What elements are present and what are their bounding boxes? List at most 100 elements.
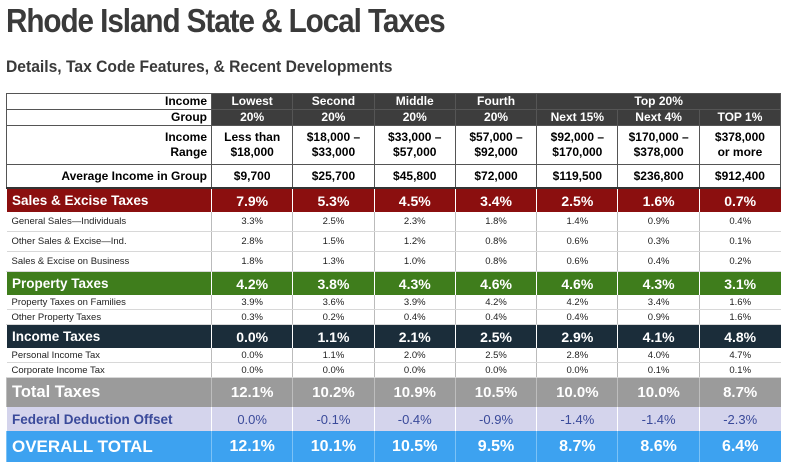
column-header-name: Middle: [373, 93, 456, 110]
row-value: 0.0%: [373, 362, 456, 378]
income-range-cell: $57,000 – $92,000: [454, 125, 538, 165]
overall-total-row-value: 6.4%: [698, 431, 781, 462]
income-group-label: Income: [6, 93, 212, 110]
row-value: 0.4%: [373, 309, 456, 325]
income-range-cell: $18,000 – $33,000: [292, 125, 375, 165]
total-taxes-row-value: 10.0%: [536, 377, 618, 407]
row-value: 0.6%: [536, 251, 618, 272]
row-value: 0.6%: [536, 231, 618, 252]
row-value: 2.5%: [454, 348, 537, 363]
row-label: Other Sales & Excise—Ind.: [6, 231, 212, 252]
top-20-group-label: Top 20%: [536, 93, 782, 110]
overall-total-row: OVERALL TOTAL 12.1% 10.1% 10.5% 9.5% 8.7% 8.6%…: [6, 431, 781, 462]
total-taxes-row-value: 8.7%: [698, 377, 781, 407]
section-value: 1.1%: [292, 324, 375, 348]
row-value: 4.0%: [617, 348, 700, 363]
income-range-cell: $170,000 – $378,000: [617, 125, 700, 165]
section-header-sales: Sales & Excise Taxes 7.9% 5.3% 4.5% 3.4% 2.5%…: [6, 188, 781, 212]
income-range-cell: $33,000 – $57,000: [373, 125, 456, 165]
average-income-cell: $45,800: [373, 164, 456, 189]
row-label: Personal Income Tax: [6, 348, 212, 363]
row-value: 3.3%: [210, 212, 293, 232]
column-header-name: Second: [292, 93, 375, 110]
row-value: 1.3%: [292, 251, 375, 272]
total-taxes-row: Total Taxes 12.1% 10.2% 10.9% 10.5% 10.0% 10.0…: [6, 377, 781, 407]
section-value: 5.3%: [292, 188, 375, 212]
federal-deduction-row-value: -1.4%: [617, 407, 700, 431]
row-value: 0.0%: [454, 362, 537, 378]
total-taxes-row-value: 12.1%: [210, 377, 293, 407]
section-value: 4.3%: [373, 271, 456, 295]
average-income-label: Average Income in Group: [6, 164, 212, 189]
total-taxes-row-value: 10.2%: [292, 377, 375, 407]
row-value: 0.4%: [617, 251, 700, 272]
table-row: General Sales—Individuals 3.3% 2.5% 2.3% 1.8…: [6, 212, 781, 232]
row-value: 3.4%: [617, 295, 700, 310]
section-value: 2.5%: [536, 188, 618, 212]
row-value: 0.0%: [210, 362, 293, 378]
overall-total-row-value: 8.6%: [617, 431, 700, 462]
average-income-cell: $912,400: [698, 164, 782, 189]
row-value: 0.0%: [210, 348, 293, 363]
section-value: 1.6%: [617, 188, 700, 212]
row-value: 2.5%: [292, 212, 375, 232]
row-label: General Sales—Individuals: [6, 212, 212, 232]
section-header-prop: Property Taxes 4.2% 3.8% 4.3% 4.6% 4.6% 4.3% 3.…: [6, 271, 781, 295]
income-range-label: Income Range: [6, 125, 212, 165]
row-value: 3.6%: [292, 295, 375, 310]
row-value: 0.1%: [617, 362, 700, 378]
section-value: 4.8%: [698, 324, 781, 348]
federal-deduction-row-value: -0.1%: [292, 407, 375, 431]
header-row-range: Income Range Less than $18,000 $18,000 – $33,…: [6, 125, 782, 165]
row-value: 2.0%: [373, 348, 456, 363]
income-range-cell: Less than $18,000: [210, 125, 294, 165]
federal-deduction-row-label: Federal Deduction Offset: [6, 407, 212, 431]
header-row-group-sub: Group 20% 20% 20% 20% Next 15% Next 4% TOP 1%: [6, 109, 782, 126]
row-value: 0.0%: [292, 362, 375, 378]
row-label: Property Taxes on Families: [6, 295, 212, 310]
total-taxes-row-value: 10.0%: [617, 377, 700, 407]
average-income-cell: $236,800: [617, 164, 700, 189]
table-row: Corporate Income Tax 0.0% 0.0% 0.0% 0.0% 0.0%…: [6, 362, 781, 378]
row-value: 4.2%: [454, 295, 537, 310]
section-value: 0.7%: [698, 188, 781, 212]
row-value: 1.6%: [698, 295, 781, 310]
income-range-cell: $92,000 – $170,000: [536, 125, 619, 165]
average-income-row: Average Income in Group $9,700 $25,700 $45,…: [6, 164, 782, 189]
row-value: 0.4%: [536, 309, 618, 325]
average-income-cell: $25,700: [292, 164, 375, 189]
section-value: 2.1%: [373, 324, 456, 348]
page-title: Rhode Island State & Local Taxes: [6, 2, 446, 39]
column-header-share: Next 15%: [536, 109, 619, 126]
income-group-label-2: Group: [6, 109, 212, 126]
section-value: 4.2%: [210, 271, 293, 295]
row-value: 0.4%: [454, 309, 537, 325]
row-value: 0.8%: [454, 251, 537, 272]
overall-total-row-value: 12.1%: [210, 431, 293, 462]
row-value: 0.3%: [617, 231, 700, 252]
row-value: 4.7%: [698, 348, 781, 363]
row-value: 0.9%: [617, 212, 700, 232]
federal-deduction-row-value: -2.3%: [698, 407, 781, 431]
average-income-cell: $9,700: [210, 164, 294, 189]
row-value: 0.9%: [617, 309, 700, 325]
average-income-cell: $119,500: [536, 164, 619, 189]
total-taxes-row-value: 10.5%: [454, 377, 537, 407]
row-value: 1.4%: [536, 212, 618, 232]
average-income-cell: $72,000: [454, 164, 538, 189]
column-header-share: TOP 1%: [698, 109, 782, 126]
row-value: 0.8%: [454, 231, 537, 252]
row-value: 1.8%: [210, 251, 293, 272]
table-row: Property Taxes on Families 3.9% 3.6% 3.9% 4.…: [6, 295, 781, 310]
section-label: Sales & Excise Taxes: [6, 188, 212, 212]
tax-table: Income Lowest Second Middle Fourth Top 20% Gro…: [6, 93, 782, 462]
section-value: 3.8%: [292, 271, 375, 295]
column-header-share: 20%: [373, 109, 456, 126]
row-value: 4.2%: [536, 295, 618, 310]
row-value: 0.2%: [292, 309, 375, 325]
row-value: 3.9%: [210, 295, 293, 310]
overall-total-row-value: 9.5%: [454, 431, 537, 462]
column-header-share: 20%: [210, 109, 294, 126]
federal-deduction-row-value: 0.0%: [210, 407, 293, 431]
total-taxes-row-label: Total Taxes: [6, 377, 212, 407]
